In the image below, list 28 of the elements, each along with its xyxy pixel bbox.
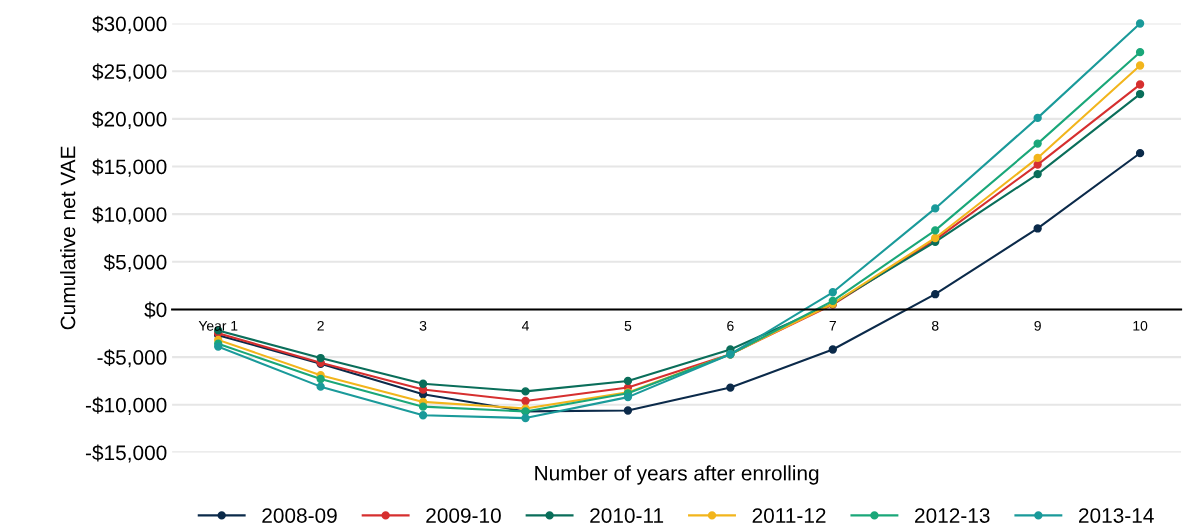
y-tick-label: $25,000 (92, 63, 167, 82)
x-tick-label: 9 (1034, 320, 1041, 331)
y-tick-label: -$10,000 (85, 396, 167, 415)
y-tick-label: $30,000 (92, 15, 167, 34)
y-tick-label: $10,000 (92, 206, 167, 225)
legend-label: 2011-12 (752, 508, 826, 523)
y-tick-label: $15,000 (92, 158, 167, 177)
legend-label: 2013-14 (1079, 508, 1154, 523)
y-tick-label: $5,000 (103, 253, 167, 273)
legend-label: 2010-11 (590, 508, 664, 523)
y-tick-label: $20,000 (92, 110, 167, 130)
legend-label: 2009-10 (426, 508, 501, 523)
legend-label: 2008-09 (262, 508, 337, 523)
y-tick-label: -$5,000 (97, 349, 167, 368)
legend-label: 2012-13 (915, 508, 990, 523)
x-tick-label: 10 (1133, 320, 1148, 331)
y-tick-label: $0 (144, 301, 167, 319)
x-tick-label: 8 (931, 320, 939, 331)
y-tick-label: -$15,000 (85, 444, 167, 463)
x-tick-label: 4 (521, 321, 529, 331)
x-tick-label: 6 (727, 320, 734, 331)
x-tick-label: 3 (419, 320, 427, 331)
x-tick-label: 5 (624, 321, 632, 331)
x-tick-label: 2 (317, 320, 324, 331)
x-tick-label: 7 (829, 321, 836, 331)
x-tick-label: Year 1 (198, 321, 238, 331)
y-axis-title: Cumulative net VAE (60, 146, 76, 330)
x-axis-title: Number of years after enrolling (535, 465, 819, 485)
